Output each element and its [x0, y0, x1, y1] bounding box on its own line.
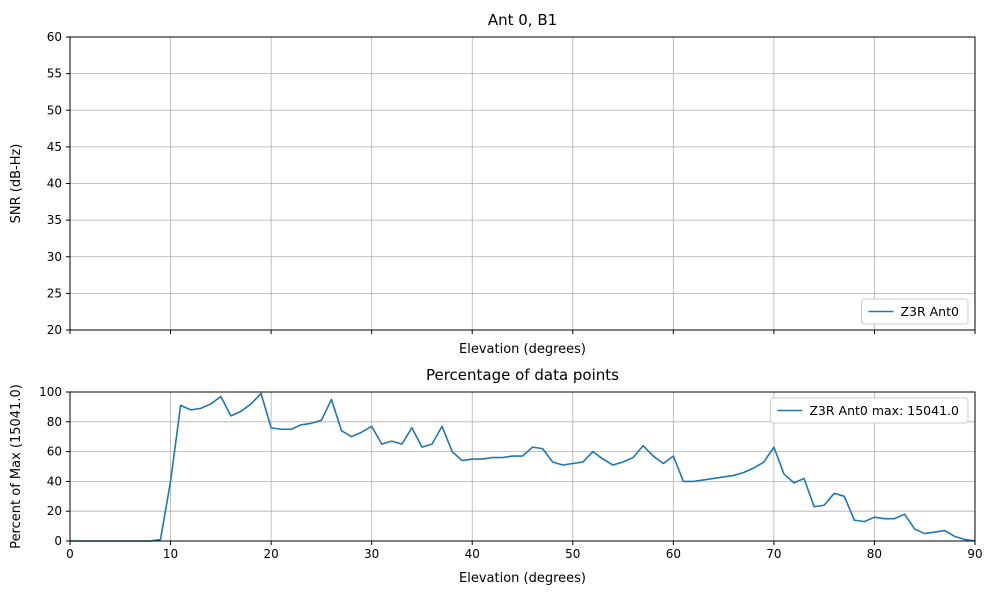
- y-tick-label: 25: [47, 286, 62, 300]
- y-tick-label: 30: [47, 250, 62, 264]
- x-tick-label: 0: [66, 547, 74, 561]
- data-line-z3r-ant0: [70, 392, 976, 542]
- x-tick-label: 80: [867, 547, 882, 561]
- legend-label: Z3R Ant0: [900, 304, 959, 319]
- tick-marks: [66, 391, 976, 545]
- chart-title: Ant 0, B1: [488, 11, 557, 29]
- y-tick-label: 40: [47, 177, 62, 191]
- plot-border: [69, 391, 976, 542]
- legend-box: [860, 298, 969, 325]
- tick-marks: [66, 36, 976, 334]
- legend: Z3R Ant0: [860, 298, 969, 325]
- chart-title: Percentage of data points: [426, 366, 619, 384]
- y-tick-label: 40: [47, 474, 62, 488]
- y-tick-label: 60: [47, 30, 62, 44]
- percentage-chart: 0 20 40 60 80 100 0 10 20 30 40 50 60 70 80 90 Percentag…: [9, 366, 983, 586]
- x-tick-label: 40: [465, 547, 480, 561]
- tick-labels: 0 20 40 60 80 100 0 10 20 30 40 50 60 70 80 90: [39, 385, 983, 561]
- y-tick-label: 35: [47, 213, 62, 227]
- x-tick-label: 20: [263, 547, 278, 561]
- x-tick-label: 60: [666, 547, 681, 561]
- y-tick-label: 80: [47, 415, 62, 429]
- y-tick-label: 60: [47, 445, 62, 459]
- y-tick-label: 20: [47, 323, 62, 337]
- x-tick-label: 90: [967, 547, 982, 561]
- x-axis-label: Elevation (degrees): [459, 342, 586, 357]
- y-axis-label: Percent of Max (15041.0): [9, 384, 24, 549]
- x-tick-label: 30: [364, 547, 379, 561]
- y-tick-label: 100: [39, 385, 62, 399]
- y-tick-label: 0: [54, 534, 62, 548]
- legend-label: Z3R Ant0 max: 15041.0: [809, 403, 959, 418]
- tick-labels: 20 25 30 35 40 45 50 55 60: [47, 30, 62, 337]
- x-tick-label: 70: [766, 547, 781, 561]
- x-tick-label: 50: [565, 547, 580, 561]
- x-axis-label: Elevation (degrees): [459, 571, 586, 586]
- legend: Z3R Ant0 max: 15041.0: [769, 397, 969, 424]
- grid: [69, 36, 976, 331]
- y-tick-label: 50: [47, 103, 62, 117]
- x-tick-label: 10: [163, 547, 178, 561]
- snr-chart: 20 25 30 35 40 45 50 55 60 Ant 0, B1 Elevation (de…: [9, 11, 976, 357]
- y-axis-label: SNR (dB-Hz): [9, 144, 24, 224]
- y-tick-label: 55: [47, 67, 62, 81]
- legend-box: [769, 397, 969, 424]
- y-tick-label: 45: [47, 140, 62, 154]
- y-tick-label: 20: [47, 504, 62, 518]
